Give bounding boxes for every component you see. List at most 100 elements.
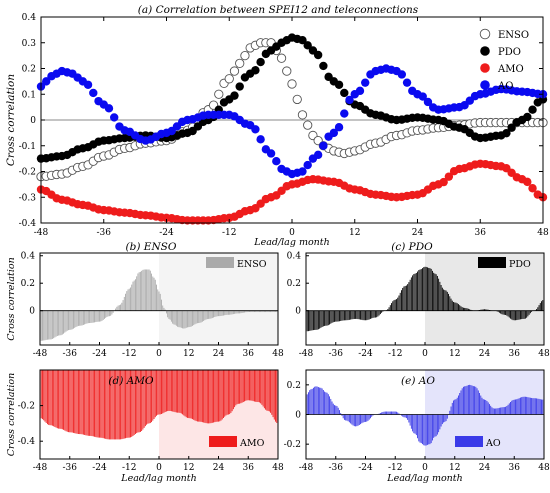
marker-pdo (230, 91, 239, 100)
legend-label: AMO (497, 64, 524, 75)
x-tick-label: -12 (122, 463, 137, 473)
legend-marker (480, 80, 490, 90)
marker-enso (276, 53, 287, 63)
y-tick-label: 0 (29, 307, 35, 317)
marker-ao (272, 157, 281, 166)
x-tick-label: -12 (122, 349, 137, 359)
x-tick-label: -12 (388, 463, 403, 473)
marker-ao (251, 125, 260, 134)
x-tick-label: 48 (272, 463, 284, 473)
y-tick-label: -0.4 (18, 437, 36, 447)
marker-pdo (298, 35, 307, 45)
x-axis-label: Lead/lag month (253, 237, 329, 248)
y-tick-label: 0 (295, 411, 301, 421)
x-tick-label: -12 (388, 349, 403, 359)
legend-swatch (206, 257, 234, 268)
legend: ENSO PDO AMO AO (479, 28, 529, 92)
y-tick-label: -0.2 (18, 402, 35, 412)
x-tick-label: 12 (183, 349, 194, 359)
x-tick-label: 24 (213, 349, 225, 359)
marker-enso (282, 66, 292, 76)
x-tick-label: 24 (479, 463, 491, 473)
legend-label: AO (497, 81, 513, 92)
x-tick-label: -36 (97, 228, 112, 238)
marker-ao (418, 92, 427, 101)
y-tick-label: 0.2 (22, 65, 36, 75)
x-tick-label: 24 (479, 349, 491, 359)
marker-pdo (256, 57, 265, 67)
series-ao (36, 64, 548, 179)
chart-a: -48 -36 -24 -12 0 12 24 36 48 0.4 0.3 0.2 0.1 0 -0.1 -0… (5, 13, 549, 248)
x-axis-label: Lead/lag month (120, 473, 196, 484)
chart-e-title: (e) AO (401, 375, 435, 387)
marker-enso (224, 74, 234, 84)
x-axis-label: Lead/lag month (386, 473, 462, 484)
marker-ao (89, 88, 98, 98)
x-tick-label: 12 (449, 463, 460, 473)
legend-swatch (455, 436, 483, 447)
chart-d: -48 -36 -24 -12 0 12 24 36 48 -0.2 -0.4 (d) AMO Lead… (6, 369, 284, 484)
x-tick-label: 0 (156, 349, 162, 359)
y-tick-label: 0.2 (21, 279, 35, 289)
x-tick-label: -48 (33, 349, 48, 359)
marker-pdo (303, 41, 312, 50)
x-tick-label: 48 (538, 463, 550, 473)
marker-pdo (251, 66, 260, 75)
x-tick-label: 36 (243, 349, 255, 359)
x-tick-label: 24 (412, 228, 424, 238)
x-tick-label: 48 (272, 349, 284, 359)
legend-label: ENSO (237, 259, 267, 270)
x-tick-label: 36 (475, 228, 487, 238)
marker-amo (444, 172, 454, 181)
marker-ao (361, 78, 370, 87)
y-tick-label: 0.4 (22, 13, 37, 23)
x-tick-label: -48 (33, 463, 48, 473)
legend-swatch (209, 436, 237, 447)
x-tick-label: -24 (358, 463, 373, 473)
y-tick-label: 0.4 (21, 252, 36, 262)
x-tick-label: -48 (34, 228, 49, 238)
y-tick-label: 0.1 (22, 90, 36, 100)
series-pdo (36, 33, 548, 163)
marker-ao (345, 95, 354, 105)
chart-c: -48 -36 -24 -12 0 12 24 36 48 0.4 0.2 0 (c) PDO PDO (287, 241, 550, 359)
chart-d-title: (d) AMO (108, 375, 154, 387)
legend-marker (479, 28, 491, 40)
y-axis-label: Cross correlation (6, 257, 17, 340)
x-tick-label: 48 (538, 349, 550, 359)
legend: ENSO (206, 257, 267, 270)
x-tick-label: -24 (92, 349, 107, 359)
y-axis-label: Cross correlation (6, 373, 17, 456)
marker-ao (319, 141, 328, 150)
legend-label: PDO (509, 259, 531, 270)
marker-amo (523, 177, 532, 187)
marker-ao (423, 97, 433, 107)
x-tick-label: -48 (299, 463, 314, 473)
marker-ao (104, 104, 114, 113)
series-enso (36, 38, 548, 182)
legend: PDO (478, 257, 531, 270)
y-tick-label: 0 (295, 307, 301, 317)
x-tick-label: -24 (358, 349, 373, 359)
marker-pdo (334, 80, 344, 89)
x-tick-label: -48 (299, 349, 314, 359)
legend-swatch (478, 257, 506, 268)
legend-label: PDO (498, 47, 521, 58)
x-tick-label: -12 (222, 228, 237, 238)
y-tick-label: -0.3 (19, 193, 37, 203)
y-tick-label: 0 (30, 116, 36, 126)
x-tick-label: -36 (329, 349, 344, 359)
legend: AO (455, 436, 501, 449)
marker-pdo (528, 105, 537, 114)
y-tick-label: 0.3 (22, 39, 37, 49)
x-tick-label: 36 (243, 463, 255, 473)
marker-enso (229, 66, 240, 76)
marker-ao (340, 109, 349, 118)
marker-pdo (502, 128, 511, 138)
marker-enso (240, 50, 250, 61)
y-axis-label: Cross correlation (5, 74, 17, 166)
x-tick-label: 12 (449, 349, 460, 359)
marker-pdo (523, 112, 532, 122)
marker-enso (297, 110, 308, 120)
x-tick-label: 12 (183, 463, 194, 473)
